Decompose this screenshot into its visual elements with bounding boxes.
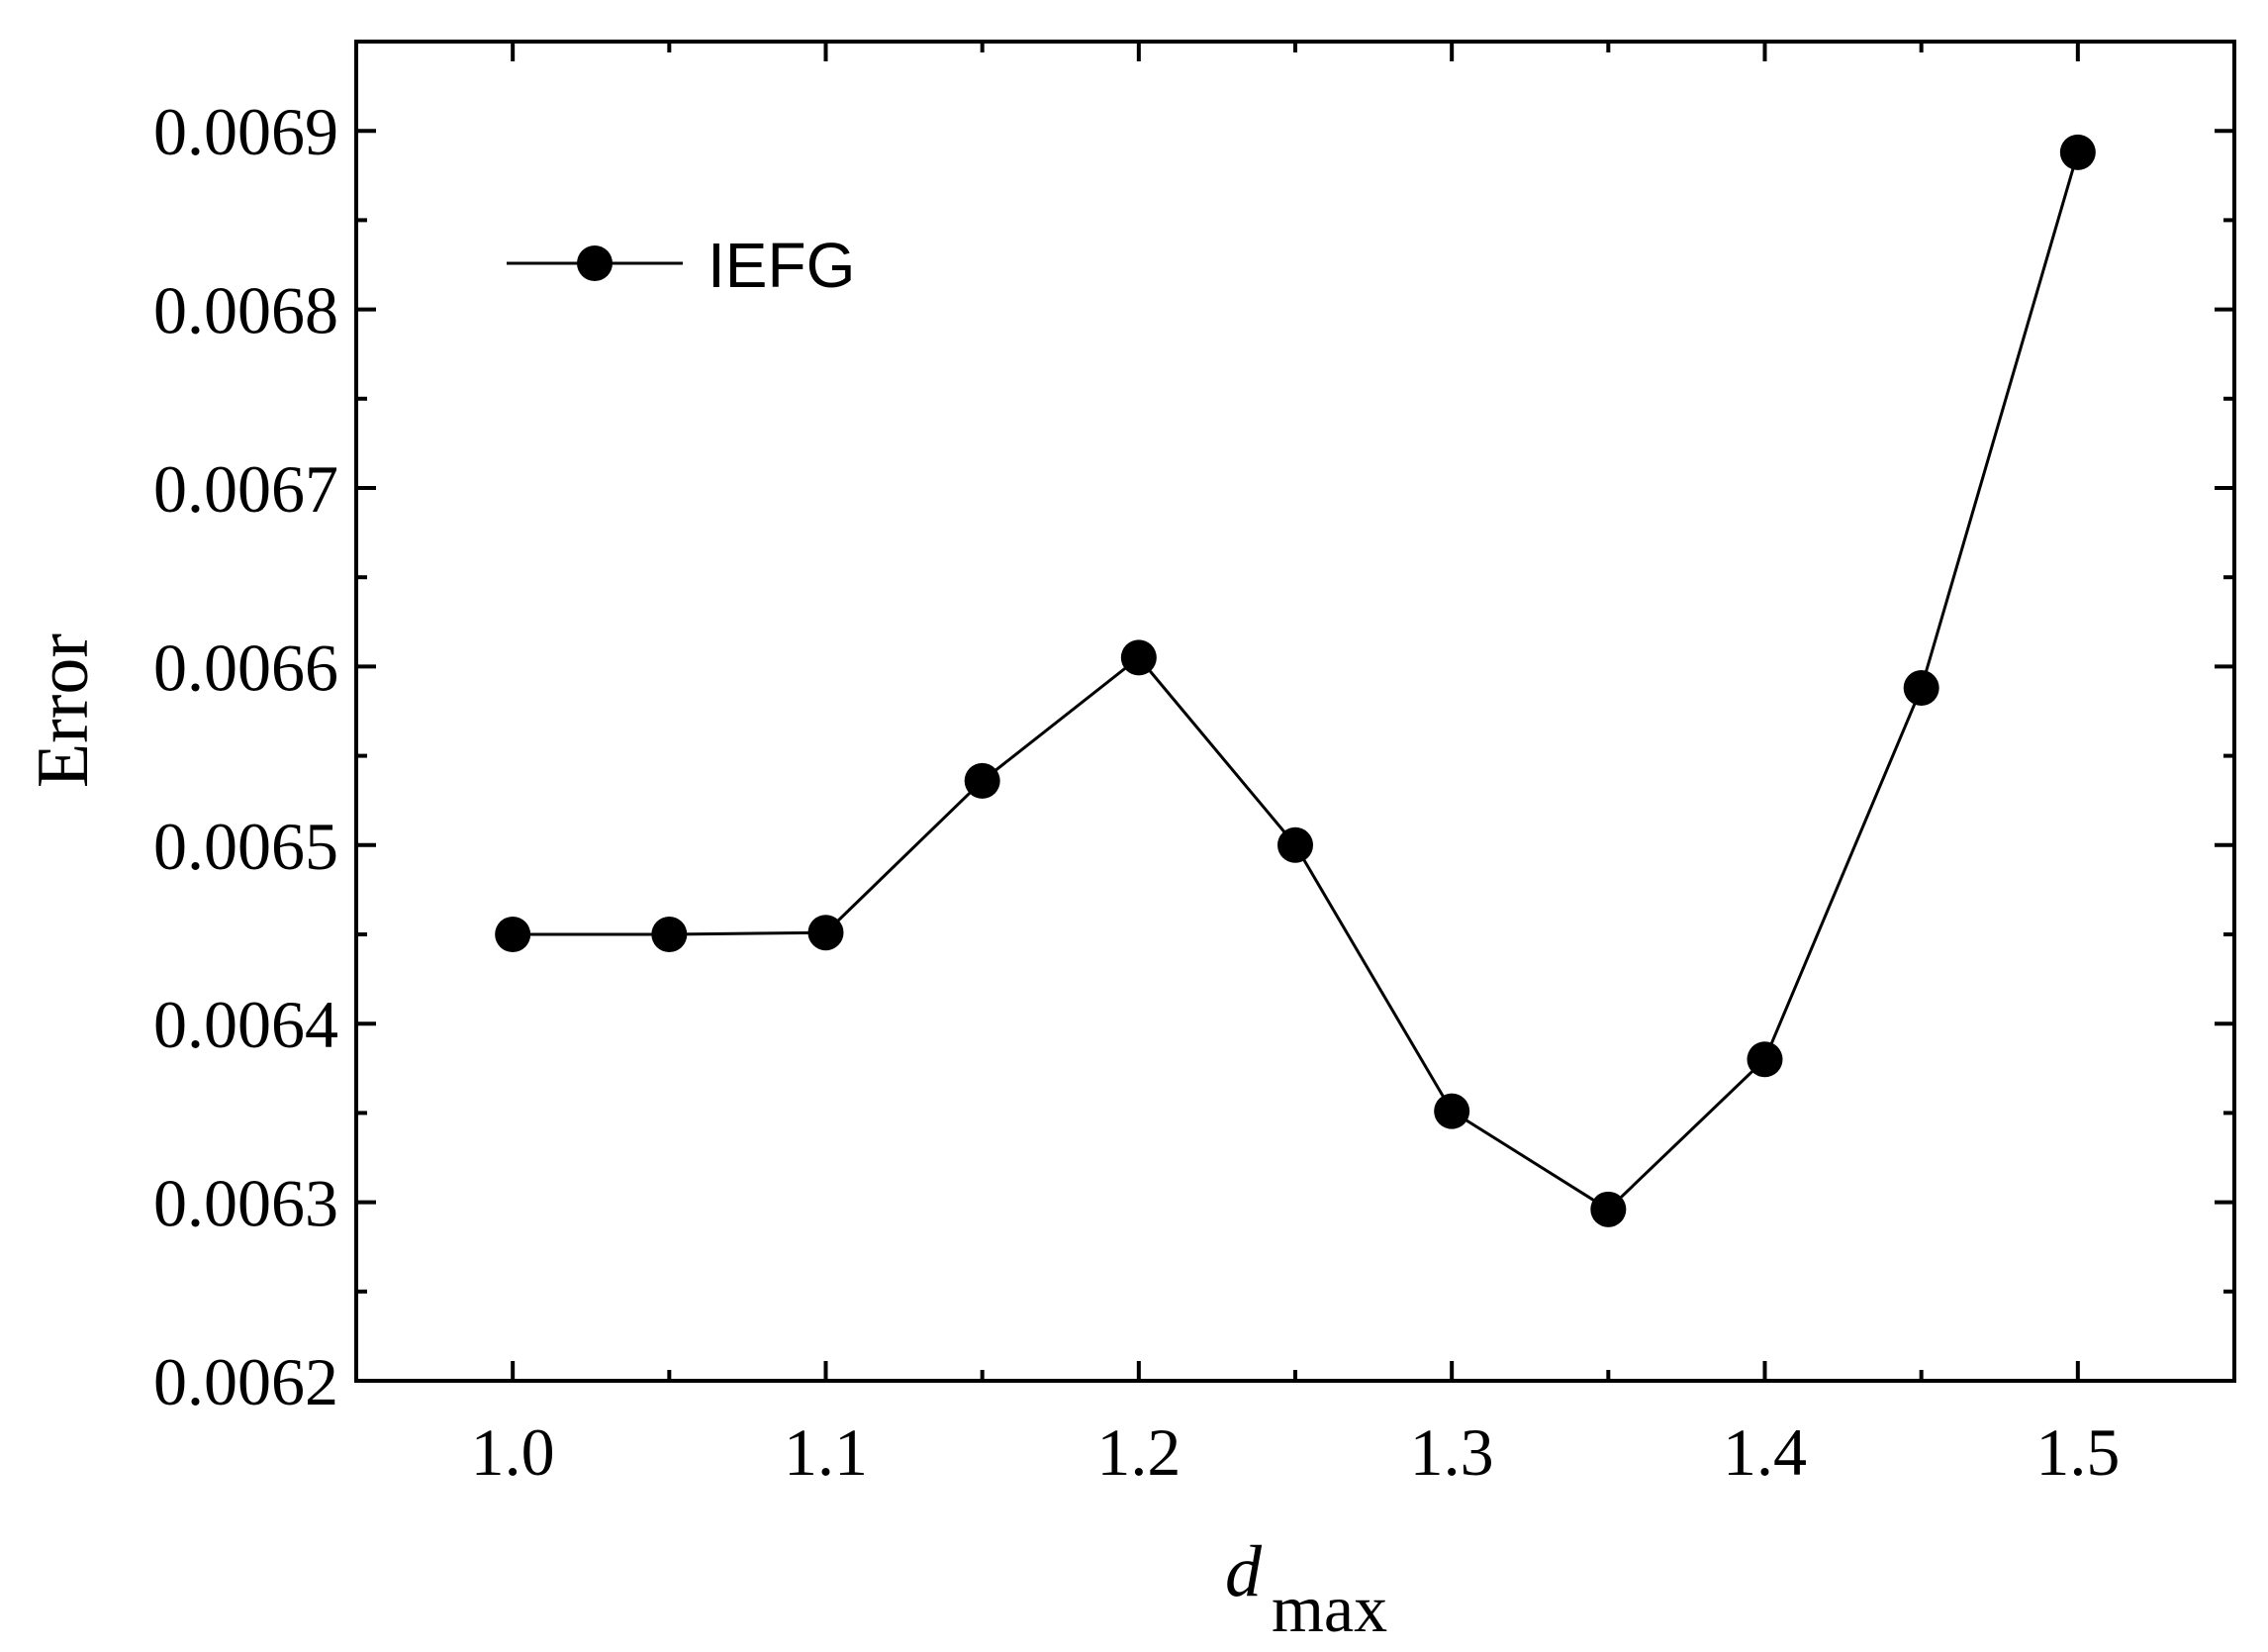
data-point xyxy=(1120,639,1157,676)
plot-frame xyxy=(354,40,2236,1383)
data-point xyxy=(807,915,844,951)
y-tick-label: 0.0068 xyxy=(153,273,338,348)
data-point xyxy=(1277,826,1313,863)
data-point xyxy=(651,917,688,952)
x-tick-label: 1.3 xyxy=(1410,1414,1494,1490)
y-tick-label: 0.0069 xyxy=(153,94,338,169)
y-tick-label: 0.0066 xyxy=(153,630,338,705)
legend: IEFG xyxy=(507,230,855,301)
legend-label-iefg: IEFG xyxy=(708,230,855,301)
y-tick-label: 0.0065 xyxy=(153,809,338,884)
data-point xyxy=(2059,134,2096,170)
y-tick-label: 0.0067 xyxy=(153,451,338,527)
y-tick-label: 0.0063 xyxy=(153,1166,338,1241)
y-axis-ticks xyxy=(356,40,2234,1383)
y-axis-tick-labels: 0.0062 0.0063 0.0064 0.0065 0.0066 0.0067 0.00… xyxy=(153,94,338,1419)
x-axis-tick-labels: 1.0 1.1 1.2 1.3 1.4 1.5 xyxy=(471,1414,2121,1490)
data-point xyxy=(1590,1191,1627,1227)
y-tick-label: 0.0064 xyxy=(153,987,338,1062)
x-axis-title-subscript: max xyxy=(1272,1571,1387,1646)
data-point xyxy=(1747,1041,1783,1078)
series-layer xyxy=(495,134,2096,1227)
y-tick-label: 0.0062 xyxy=(153,1344,338,1419)
x-axis-title: d xyxy=(1225,1531,1263,1612)
legend-marker xyxy=(577,245,613,281)
y-axis-title: Error xyxy=(23,633,104,788)
data-point xyxy=(1434,1093,1470,1129)
x-tick-label: 1.0 xyxy=(471,1414,555,1490)
x-tick-label: 1.5 xyxy=(2035,1414,2120,1490)
series-line-iefg xyxy=(513,151,2080,1212)
data-point xyxy=(964,762,1000,799)
x-axis-ticks xyxy=(354,42,2236,1381)
data-point xyxy=(495,917,531,952)
x-tick-label: 1.1 xyxy=(784,1414,868,1490)
x-tick-label: 1.4 xyxy=(1723,1414,1807,1490)
x-tick-label: 1.2 xyxy=(1096,1414,1181,1490)
data-point xyxy=(1903,670,1939,707)
